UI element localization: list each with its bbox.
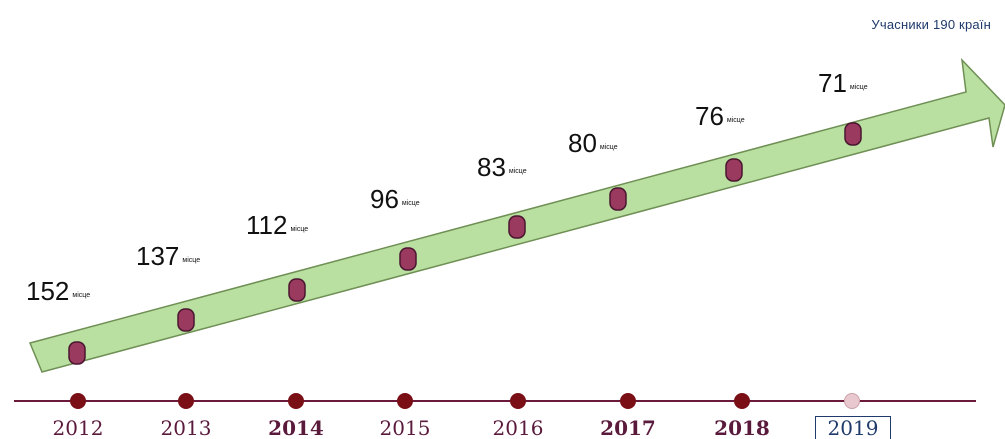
rank-unit: місце xyxy=(182,257,201,265)
timeline-dot-2017 xyxy=(620,393,636,409)
rank-label-2017: 80 місце xyxy=(568,128,618,159)
arrow-marker-2017 xyxy=(609,187,627,211)
rank-value: 96 xyxy=(370,184,399,214)
timeline-dots xyxy=(70,393,860,409)
rank-unit: місце xyxy=(508,168,527,176)
timeline-dot-2014 xyxy=(288,393,304,409)
year-label-2012: 2012 xyxy=(52,416,104,439)
rank-unit: місце xyxy=(849,84,868,92)
year-label-2017: 2017 xyxy=(600,416,656,439)
year-label-2018: 2018 xyxy=(714,416,770,439)
rank-unit: місце xyxy=(401,200,420,208)
arrow-marker-2012 xyxy=(68,341,86,365)
arrow-marker-2013 xyxy=(177,308,195,332)
arrow-markers xyxy=(68,122,862,365)
rank-label-2016: 83 місце xyxy=(477,152,527,183)
rank-unit: місце xyxy=(290,226,309,234)
rank-value: 112 xyxy=(246,210,288,240)
timeline-dot-2019 xyxy=(844,393,860,409)
arrow-marker-2015 xyxy=(399,247,417,271)
arrow-marker-2014 xyxy=(288,278,306,302)
rank-unit: місце xyxy=(599,144,618,152)
rank-label-2019: 71 місце xyxy=(818,68,868,99)
rank-unit: місце xyxy=(726,117,745,125)
timeline-dot-2018 xyxy=(734,393,750,409)
timeline-dot-2012 xyxy=(70,393,86,409)
rank-value: 76 xyxy=(695,101,724,131)
timeline-dot-2016 xyxy=(510,393,526,409)
rank-value: 152 xyxy=(26,276,70,306)
arrow-marker-2018 xyxy=(725,158,743,182)
arrow-marker-2019 xyxy=(844,122,862,146)
year-label-2019: 2019 xyxy=(815,416,891,439)
arrow-marker-2016 xyxy=(508,215,526,239)
rank-unit: місце xyxy=(72,292,91,300)
year-label-2013: 2013 xyxy=(160,416,212,439)
rank-label-2015: 96 місце xyxy=(370,184,420,215)
rank-label-2014: 112 місце xyxy=(246,210,308,241)
rank-value: 80 xyxy=(568,128,597,158)
timeline-dot-2015 xyxy=(397,393,413,409)
rank-label-2018: 76 місце xyxy=(695,101,745,132)
year-label-2014: 2014 xyxy=(268,416,324,439)
year-label-2016: 2016 xyxy=(492,416,544,439)
rank-value: 137 xyxy=(136,241,180,271)
year-label-2015: 2015 xyxy=(379,416,431,439)
rank-label-2012: 152 місце xyxy=(26,276,90,307)
participants-caption: Учасники 190 країн xyxy=(871,17,991,32)
rank-label-2013: 137 місце xyxy=(136,241,200,272)
rank-value: 83 xyxy=(477,152,506,182)
timeline-dot-2013 xyxy=(178,393,194,409)
rank-value: 71 xyxy=(818,68,847,98)
